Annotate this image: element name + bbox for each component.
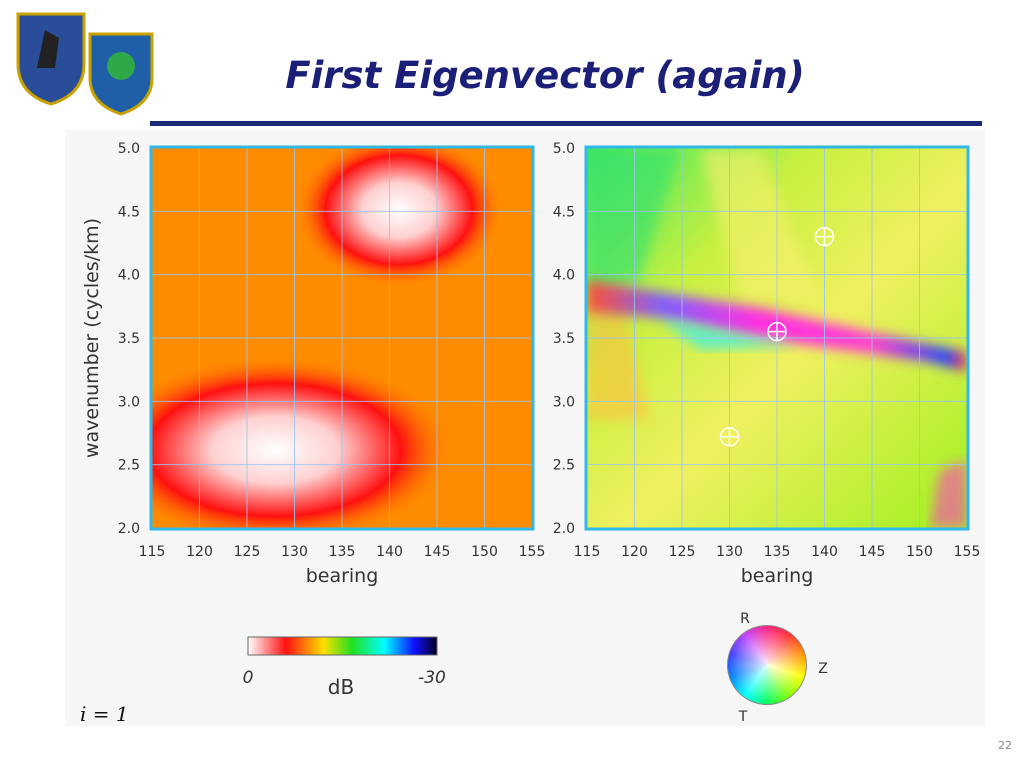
- plot-frame: [149, 145, 535, 531]
- x-tick-label: 155: [954, 544, 981, 560]
- y-tick-label: 4.5: [553, 204, 575, 220]
- marker: [814, 226, 835, 247]
- marker-cross: [720, 427, 739, 446]
- x-tick-label: 120: [621, 544, 648, 560]
- colorbar-max: -30: [418, 668, 446, 688]
- colorbar-unit: dB: [328, 675, 354, 699]
- plot-frame: [584, 145, 970, 531]
- y-tick-label: 3.5: [553, 331, 575, 347]
- slide-title: First Eigenvector (again): [285, 54, 804, 97]
- x-tick-label: 150: [471, 544, 498, 560]
- x-tick-label: 135: [764, 544, 791, 560]
- x-tick-label: 115: [139, 544, 166, 560]
- y-tick-label: 3.0: [118, 394, 140, 410]
- wheel-label: T: [738, 709, 748, 725]
- y-tick-label: 2.0: [553, 521, 575, 537]
- y-tick-label: 3.5: [118, 331, 140, 347]
- x-tick-label: 130: [281, 544, 308, 560]
- y-tick-label: 4.5: [118, 204, 140, 220]
- y-tick-label: 4.0: [118, 268, 140, 284]
- x-tick-label: 120: [186, 544, 213, 560]
- polarization-wheel: [727, 625, 807, 705]
- y-tick-label: 5.0: [118, 141, 140, 157]
- x-tick-label: 125: [234, 544, 261, 560]
- y-tick-label: 5.0: [553, 141, 575, 157]
- marker: [719, 427, 740, 447]
- y-tick-label: 3.0: [553, 394, 575, 410]
- logo: [16, 12, 154, 116]
- x-tick-label: 155: [519, 544, 546, 560]
- x-axis-label: bearing: [306, 565, 379, 587]
- x-tick-label: 125: [669, 544, 696, 560]
- marker-cross: [768, 322, 786, 341]
- x-tick-label: 150: [906, 544, 933, 560]
- y-axis-label: wavenumber (cycles/km): [81, 218, 103, 458]
- x-tick-label: 140: [811, 544, 838, 560]
- y-tick-label: 2.5: [118, 458, 140, 474]
- axes: 115 120 125 130 135 140 145 150 155 2.0 2.5 3.0 3.5 4…: [81, 141, 980, 587]
- x-tick-label: 140: [376, 544, 403, 560]
- x-tick-label: 145: [424, 544, 451, 560]
- x-tick-label: 115: [574, 544, 601, 560]
- x-axis-label: bearing: [741, 565, 814, 587]
- title-rule: [150, 121, 982, 126]
- colorbar: [247, 636, 438, 656]
- wheel-label: Z: [818, 661, 828, 677]
- marker-cross: [815, 227, 834, 246]
- colorbar-min: 0: [243, 668, 254, 688]
- y-tick-label: 4.0: [553, 268, 575, 284]
- x-tick-label: 135: [329, 544, 356, 560]
- page-number: 22: [998, 739, 1012, 752]
- note: i = 1: [80, 702, 129, 726]
- y-tick-label: 2.5: [553, 458, 575, 474]
- wheel-label: R: [740, 611, 750, 627]
- x-tick-label: 130: [716, 544, 743, 560]
- marker: [767, 321, 787, 342]
- x-tick-label: 145: [859, 544, 886, 560]
- y-tick-label: 2.0: [118, 521, 140, 537]
